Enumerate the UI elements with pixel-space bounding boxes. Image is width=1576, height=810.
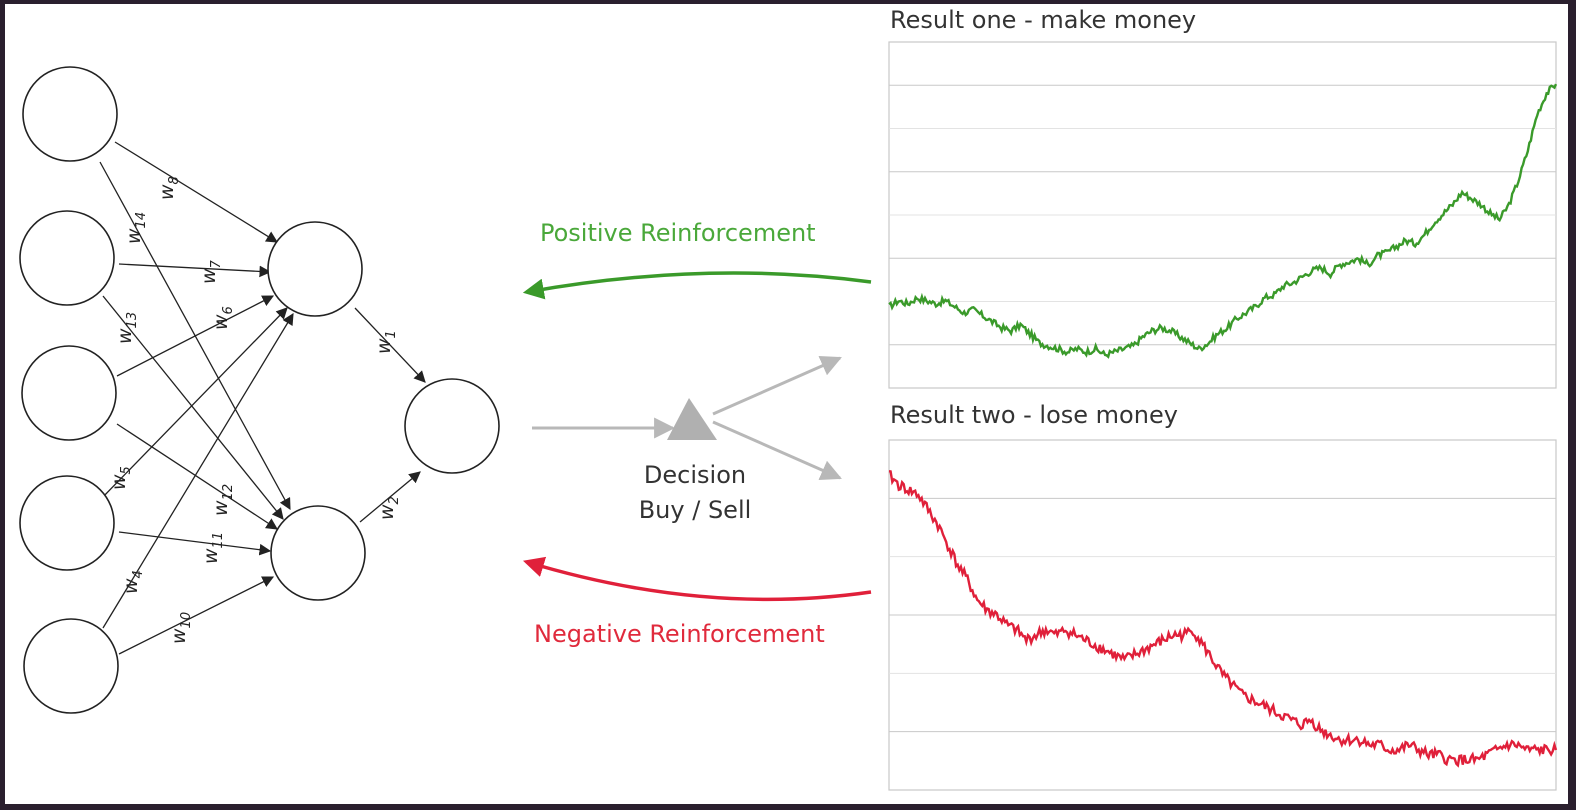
positive-reinforcement-label: Positive Reinforcement (540, 219, 816, 247)
edge-w10 (118, 576, 275, 655)
positive-reinforcement-arrow (522, 271, 872, 300)
chart-1-gridlines (889, 84, 1556, 346)
decision-block: Decision Buy / Sell (532, 356, 842, 524)
hidden-node-2 (270, 505, 366, 601)
chart-1-series-line (888, 83, 1558, 359)
network-edges (99, 141, 426, 655)
weight-label-w7: w7 (198, 259, 224, 284)
edge-w2 (359, 471, 421, 523)
chart-2-gridlines (889, 497, 1556, 733)
edge-w13 (102, 295, 284, 520)
weight-label-w14: w14 (123, 212, 149, 244)
output-node (404, 378, 500, 474)
edge-w8 (114, 141, 278, 243)
edge-w5 (99, 307, 288, 501)
weight-label-w10: w10 (168, 612, 194, 644)
edge-w7 (118, 263, 272, 278)
input-node-5 (23, 618, 119, 714)
weight-label-w6: w6 (210, 306, 236, 330)
weight-labels: w8 w14 w7 w13 w6 w1 w5 w12 (108, 176, 402, 644)
edge-w6 (116, 295, 275, 377)
weight-label-w4: w4 (120, 570, 146, 594)
diagram-frame: w8 w14 w7 w13 w6 w1 w5 w12 (5, 4, 1568, 804)
chart-2-title: Result two - lose money (890, 401, 1178, 429)
hidden-node-1 (267, 221, 363, 317)
chart-lose-money: Result two - lose money (888, 401, 1558, 791)
weight-label-w13: w13 (114, 312, 140, 344)
weight-label-w5: w5 (108, 466, 134, 490)
edge-w1 (354, 307, 426, 383)
input-node-3 (21, 345, 117, 441)
network-nodes (19, 66, 500, 714)
edge-w4 (102, 312, 294, 629)
weight-label-w2: w2 (376, 496, 402, 520)
input-node-4 (19, 475, 115, 571)
chart-make-money: Result one - make money (888, 6, 1558, 389)
decision-triangle-icon (667, 398, 717, 440)
weight-label-w8: w8 (156, 176, 182, 200)
edge-w11 (118, 531, 272, 556)
negative-reinforcement-arrow (522, 556, 872, 602)
input-node-2 (19, 210, 115, 306)
decision-label: Decision (644, 461, 746, 489)
weight-label-w12: w12 (210, 484, 236, 516)
rl-trading-diagram: w8 w14 w7 w13 w6 w1 w5 w12 (19, 6, 1558, 791)
chart-2-series-line (888, 470, 1558, 768)
chart-1-title: Result one - make money (890, 6, 1196, 34)
decision-up-arrow (712, 356, 842, 416)
weight-label-w11: w11 (200, 532, 226, 564)
buy-sell-label: Buy / Sell (639, 496, 752, 524)
weight-label-w1: w1 (373, 330, 399, 354)
input-node-1 (22, 66, 118, 162)
edge-w12 (116, 423, 278, 530)
negative-reinforcement-label: Negative Reinforcement (534, 620, 825, 648)
reinforcement-arrows: Positive Reinforcement Negative Reinforc… (522, 219, 872, 648)
decision-down-arrow (712, 420, 842, 480)
